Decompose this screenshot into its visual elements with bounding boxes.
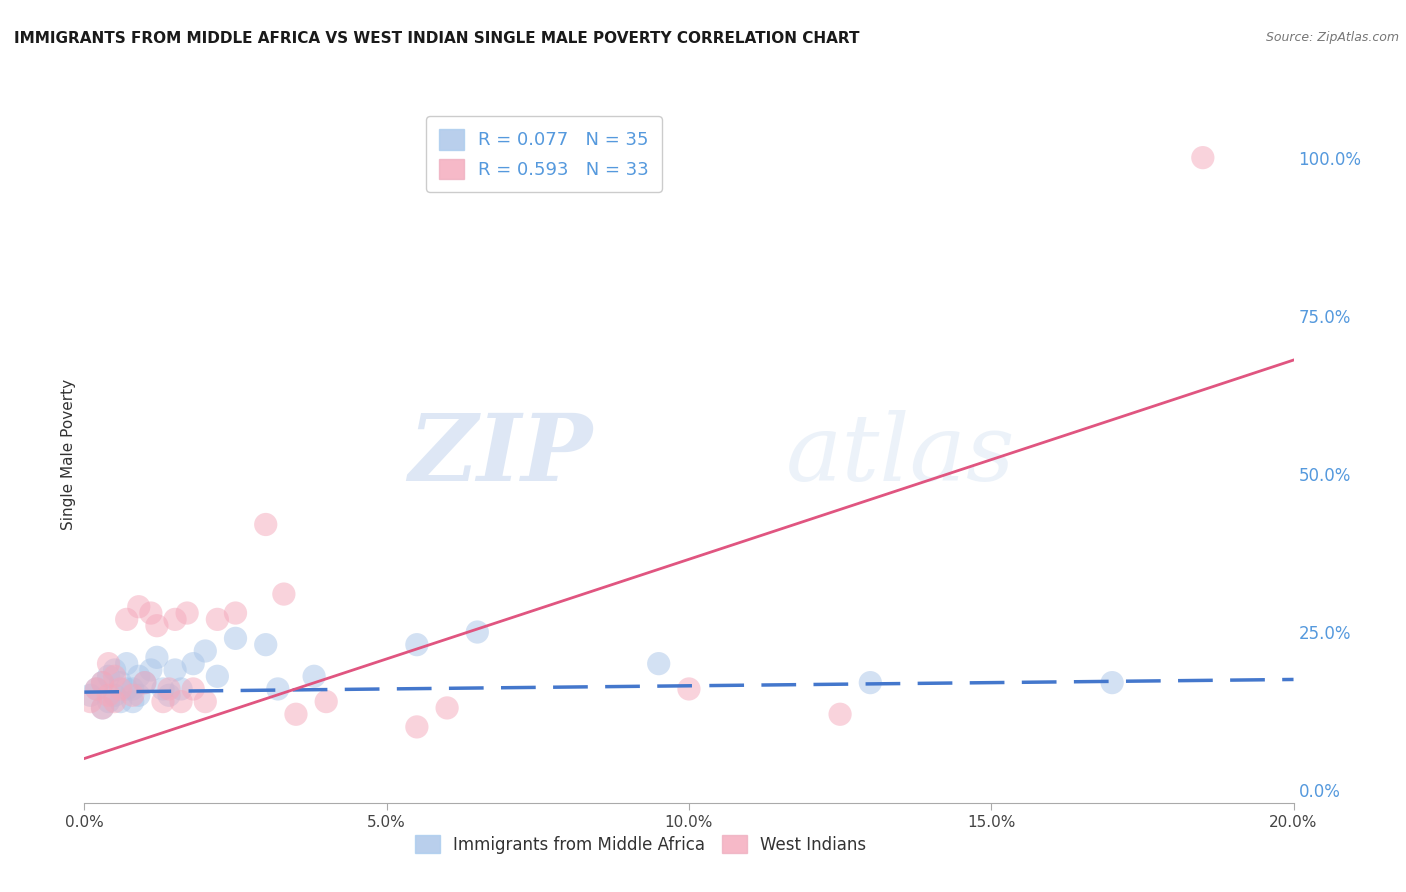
- Point: [285, 707, 308, 722]
- Point: [97, 669, 120, 683]
- Point: [121, 681, 143, 696]
- Point: [207, 612, 229, 626]
- Point: [406, 720, 429, 734]
- Point: [91, 701, 114, 715]
- Point: [254, 517, 277, 532]
- Point: [648, 657, 671, 671]
- Point: [406, 638, 429, 652]
- Point: [104, 695, 127, 709]
- Point: [302, 669, 325, 683]
- Point: [1192, 151, 1215, 165]
- Point: [225, 606, 247, 620]
- Point: [267, 681, 290, 696]
- Point: [165, 663, 187, 677]
- Point: [859, 675, 882, 690]
- Point: [1101, 675, 1123, 690]
- Point: [115, 681, 138, 696]
- Point: [207, 669, 229, 683]
- Point: [104, 688, 127, 702]
- Point: [436, 701, 458, 715]
- Point: [146, 650, 169, 665]
- Y-axis label: Single Male Poverty: Single Male Poverty: [60, 379, 76, 531]
- Point: [121, 695, 143, 709]
- Legend: Immigrants from Middle Africa, West Indians: Immigrants from Middle Africa, West Indi…: [408, 829, 873, 861]
- Point: [110, 675, 132, 690]
- Point: [152, 681, 174, 696]
- Point: [254, 638, 277, 652]
- Point: [110, 695, 132, 709]
- Point: [170, 695, 193, 709]
- Point: [97, 657, 120, 671]
- Point: [165, 612, 187, 626]
- Point: [467, 625, 489, 640]
- Point: [128, 688, 150, 702]
- Point: [79, 688, 101, 702]
- Point: [134, 675, 156, 690]
- Point: [139, 606, 162, 620]
- Point: [273, 587, 295, 601]
- Point: [176, 606, 198, 620]
- Point: [678, 681, 700, 696]
- Point: [97, 695, 120, 709]
- Point: [830, 707, 852, 722]
- Point: [86, 681, 108, 696]
- Point: [104, 669, 127, 683]
- Text: atlas: atlas: [786, 410, 1015, 500]
- Point: [194, 644, 217, 658]
- Point: [121, 688, 143, 702]
- Point: [194, 695, 217, 709]
- Point: [157, 688, 180, 702]
- Point: [79, 695, 101, 709]
- Point: [128, 669, 150, 683]
- Text: Source: ZipAtlas.com: Source: ZipAtlas.com: [1265, 31, 1399, 45]
- Point: [146, 618, 169, 632]
- Point: [157, 681, 180, 696]
- Point: [104, 663, 127, 677]
- Point: [315, 695, 337, 709]
- Point: [134, 675, 156, 690]
- Text: ZIP: ZIP: [408, 410, 592, 500]
- Point: [139, 663, 162, 677]
- Point: [225, 632, 247, 646]
- Point: [91, 701, 114, 715]
- Point: [170, 681, 193, 696]
- Point: [97, 688, 120, 702]
- Text: IMMIGRANTS FROM MIDDLE AFRICA VS WEST INDIAN SINGLE MALE POVERTY CORRELATION CHA: IMMIGRANTS FROM MIDDLE AFRICA VS WEST IN…: [14, 31, 859, 46]
- Point: [86, 681, 108, 696]
- Point: [91, 675, 114, 690]
- Point: [152, 695, 174, 709]
- Point: [115, 612, 138, 626]
- Point: [128, 599, 150, 614]
- Point: [181, 657, 204, 671]
- Point: [115, 657, 138, 671]
- Point: [110, 681, 132, 696]
- Point: [91, 675, 114, 690]
- Point: [181, 681, 204, 696]
